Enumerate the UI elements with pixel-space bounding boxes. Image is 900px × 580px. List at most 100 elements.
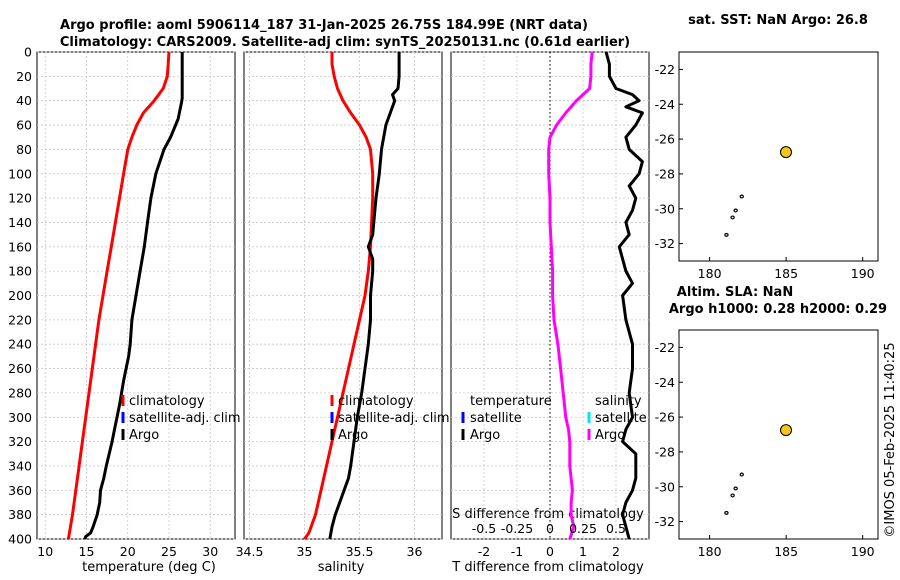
x-tick-label: 1 xyxy=(579,544,587,559)
island-outline xyxy=(730,493,735,498)
temperature-xlabel: temperature (deg C) xyxy=(82,560,216,575)
x-tick-label: 34.5 xyxy=(236,544,264,559)
map-x-tick-label: 185 xyxy=(774,266,798,281)
x-tick-label: -1 xyxy=(511,544,523,559)
y-tick-label: 300 xyxy=(8,410,32,425)
map-y-tick-label: -28 xyxy=(655,166,675,181)
s-diff-tick-label: 0.25 xyxy=(569,521,597,536)
map-y-tick-label: -28 xyxy=(655,444,675,459)
map-y-tick-label: -24 xyxy=(655,97,675,112)
y-tick-label: 340 xyxy=(8,458,32,473)
x-tick-label: 20 xyxy=(120,544,136,559)
argo-salinity-line xyxy=(328,52,401,540)
difference-panel: T difference from climatology S differen… xyxy=(450,51,650,575)
title-line-2: Climatology: CARS2009. Satellite-adj cli… xyxy=(60,35,630,50)
y-tick-label: 160 xyxy=(8,239,32,254)
island-outline xyxy=(733,208,738,213)
salinity-panel: salinity 34.5 35 35.5 36 climatology satellit… xyxy=(236,51,450,575)
x-tick-label: 35.5 xyxy=(346,544,374,559)
island-outline xyxy=(724,510,729,515)
map-y-tick-label: -32 xyxy=(655,514,675,529)
temperature-panel: temperature (deg C) 0 20 40 60 80 100 120 140 16… xyxy=(8,45,240,576)
map-x-tick-label: 190 xyxy=(851,266,875,281)
map-y-tick-label: -30 xyxy=(655,479,675,494)
legend-label: satellite-adj. clim xyxy=(129,411,241,426)
map-y-tick-label: -24 xyxy=(655,375,675,390)
argo-position-marker xyxy=(780,146,793,159)
s-diff-tick-label: -0.5 xyxy=(472,521,496,536)
t-diff-argo-line xyxy=(604,51,644,540)
legend-title-salinity: salinity xyxy=(595,394,642,409)
island-outline xyxy=(739,472,744,477)
s-diff-argo-line xyxy=(547,51,594,540)
sst-map-axes-box xyxy=(678,51,879,262)
x-tick-label: 25 xyxy=(161,544,177,559)
y-tick-label: 380 xyxy=(8,507,32,522)
sla-map-panel: Altim. SLA: NaN Argo h1000: 0.28 h2000: … xyxy=(655,285,888,559)
legend-label: Argo xyxy=(470,428,500,443)
y-tick-label: 220 xyxy=(8,312,32,327)
climatology-salinity-line xyxy=(303,52,375,540)
y-tick-label: 200 xyxy=(8,288,32,303)
map-y-tick-label: -22 xyxy=(655,62,675,77)
argo-position-marker xyxy=(780,424,793,437)
y-tick-label: 60 xyxy=(16,118,32,133)
y-tick-label: 320 xyxy=(8,434,32,449)
imos-watermark: ©IMOS 05-Feb-2025 11:40:25 xyxy=(883,342,898,537)
map-y-tick-label: -22 xyxy=(655,340,675,355)
y-tick-label: 40 xyxy=(16,93,32,108)
y-tick-label: 260 xyxy=(8,361,32,376)
legend-label: satellite xyxy=(595,411,647,426)
title-line-1: Argo profile: aoml 5906114_187 31-Jan-20… xyxy=(60,18,588,33)
y-tick-label: 280 xyxy=(8,385,32,400)
map-x-tick-label: 180 xyxy=(698,266,722,281)
x-tick-label: 10 xyxy=(37,544,53,559)
y-tick-label: 120 xyxy=(8,191,32,206)
island-outline xyxy=(730,215,735,220)
y-tick-label: 360 xyxy=(8,483,32,498)
map-x-tick-label: 185 xyxy=(774,544,798,559)
sst-map-panel: sat. SST: NaN Argo: 26.8 -22 -24 -26 -28 -30… xyxy=(655,13,879,281)
map-y-tick-label: -30 xyxy=(655,201,675,216)
legend-label: Argo xyxy=(595,428,625,443)
island-outline xyxy=(733,486,738,491)
map-x-tick-label: 190 xyxy=(851,544,875,559)
argo-temperature-line xyxy=(83,52,184,540)
salinity-xlabel: salinity xyxy=(318,560,365,575)
x-tick-label: 0 xyxy=(546,544,554,559)
y-tick-label: 180 xyxy=(8,264,32,279)
x-tick-label: 30 xyxy=(202,544,218,559)
s-diff-tick-label: 0.5 xyxy=(606,521,626,536)
x-tick-label: 15 xyxy=(79,544,95,559)
x-tick-label: -2 xyxy=(478,544,490,559)
y-tick-label: 80 xyxy=(16,142,32,157)
legend-label: climatology xyxy=(129,394,205,409)
island-outline xyxy=(724,232,729,237)
climatology-temperature-line xyxy=(66,51,171,540)
x-tick-label: 2 xyxy=(612,544,620,559)
sst-map-title: sat. SST: NaN Argo: 26.8 xyxy=(688,13,868,28)
t-diff-xlabel: T difference from climatology xyxy=(451,560,644,575)
legend-label: Argo xyxy=(338,428,368,443)
sla-map-title: Altim. SLA: NaN xyxy=(677,285,793,300)
legend-title-temperature: temperature xyxy=(470,394,552,409)
legend-label: satellite-adj. clim xyxy=(338,411,450,426)
sla-map-title-2: Argo h1000: 0.28 h2000: 0.29 xyxy=(669,302,887,317)
map-y-tick-label: -26 xyxy=(655,410,675,425)
y-tick-label: 240 xyxy=(8,337,32,352)
island-outline xyxy=(739,194,744,199)
map-y-tick-label: -32 xyxy=(655,236,675,251)
legend-label: climatology xyxy=(338,394,414,409)
x-tick-label: 36 xyxy=(407,544,423,559)
s-diff-tick-label: -0.25 xyxy=(501,521,533,536)
legend-label: satellite xyxy=(470,411,522,426)
x-tick-label: 35 xyxy=(297,544,313,559)
y-tick-label: 100 xyxy=(8,166,32,181)
map-x-tick-label: 180 xyxy=(698,544,722,559)
y-tick-label: 0 xyxy=(24,45,32,60)
sla-map-axes-box xyxy=(678,329,879,540)
s-diff-tick-label: 0 xyxy=(546,521,554,536)
y-tick-label: 140 xyxy=(8,215,32,230)
y-tick-label: 20 xyxy=(16,69,32,84)
